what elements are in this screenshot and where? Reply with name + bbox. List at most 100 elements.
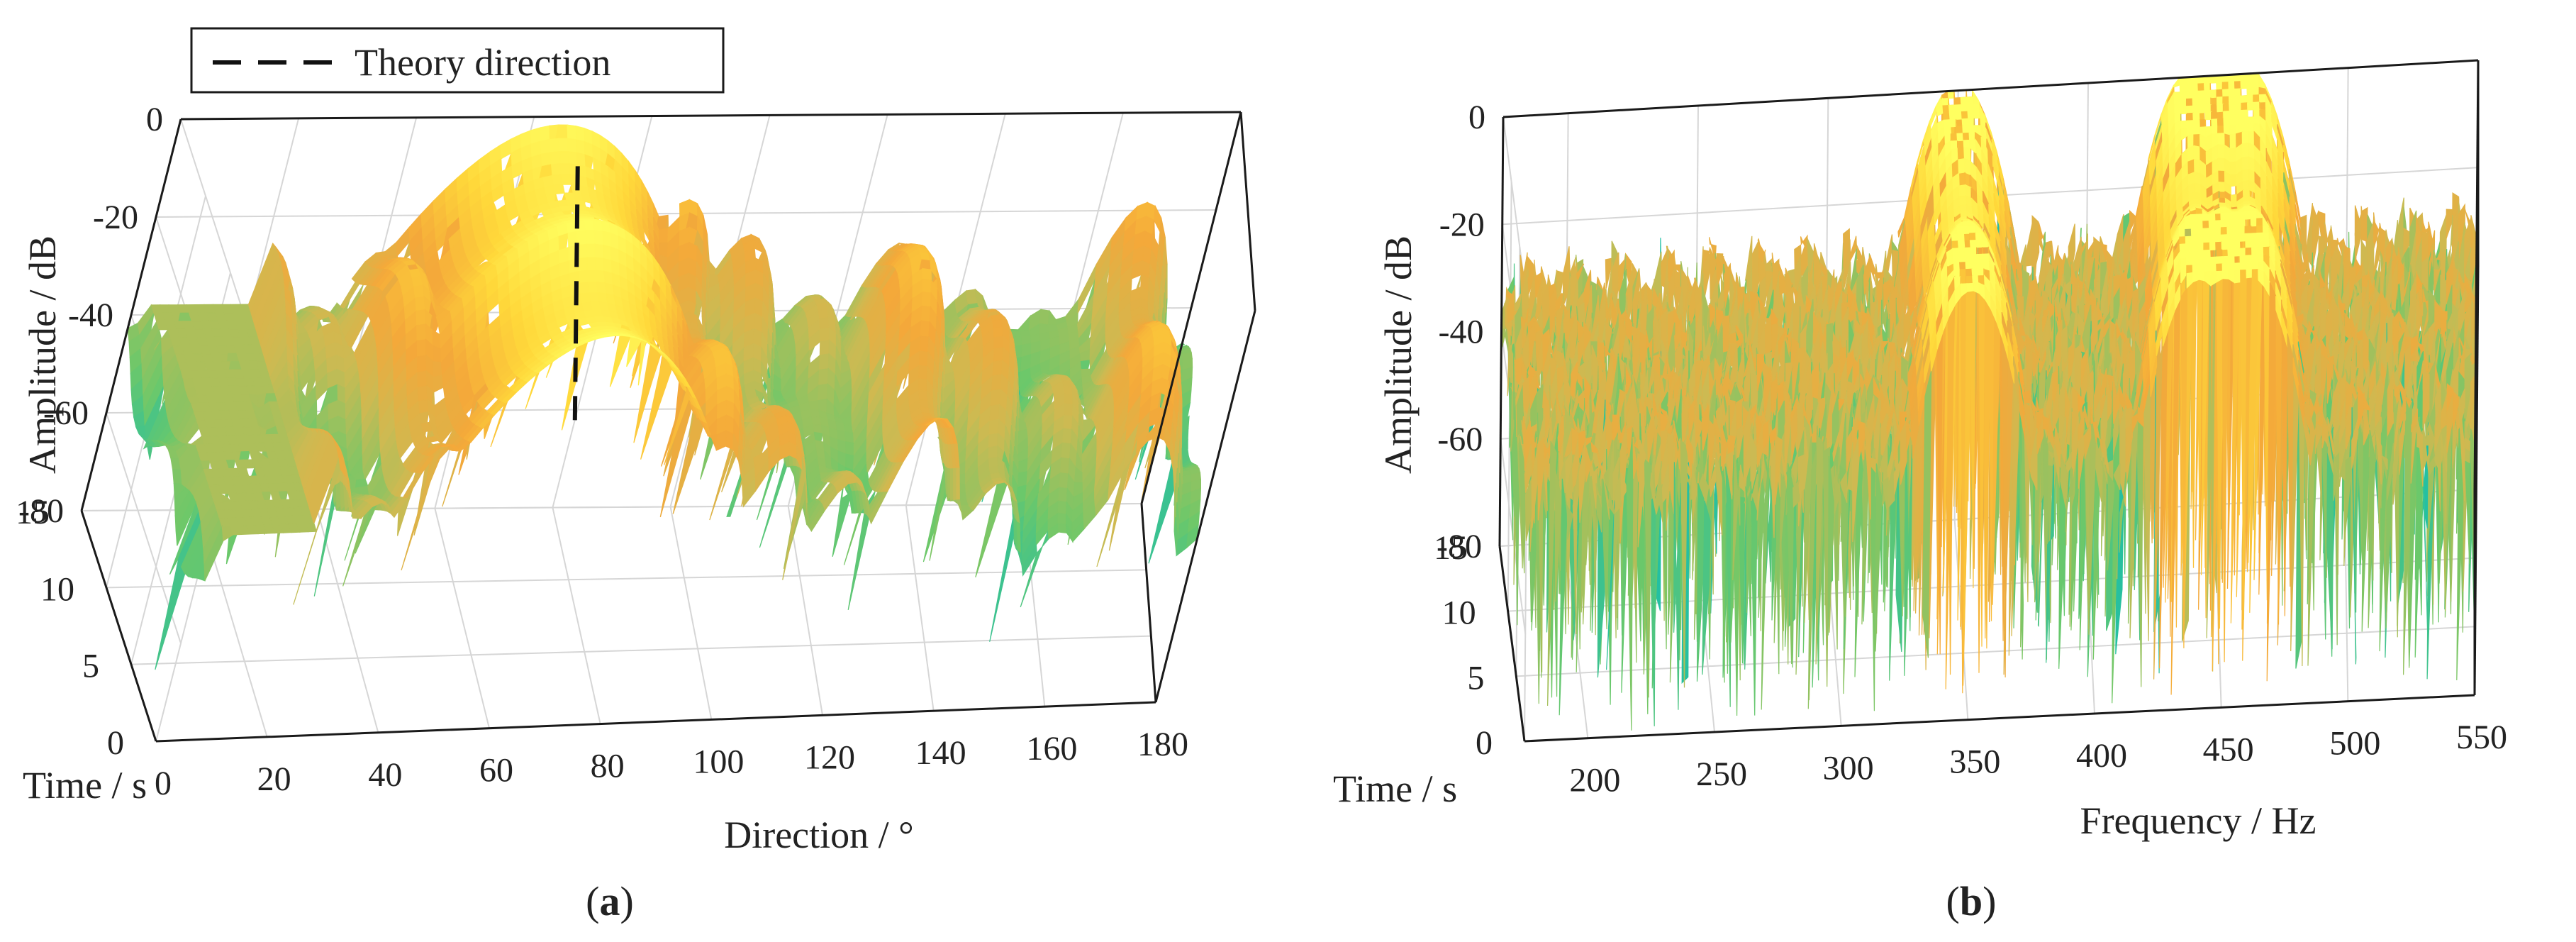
b-surface-patch	[2235, 117, 2243, 126]
a-surface-patch	[988, 433, 999, 448]
a-surface-patch	[416, 355, 428, 373]
b-surface-patch	[2211, 126, 2219, 135]
b-surface-patch	[2217, 104, 2224, 113]
b-surface-patch	[2229, 148, 2237, 163]
b-surface-patch	[2246, 80, 2254, 89]
legend-entry-theory-direction: Theory direction	[355, 41, 610, 84]
b-surface-patch	[2223, 110, 2231, 119]
b-surface-patch	[2258, 94, 2266, 103]
panel-b-surface	[1501, 72, 2478, 731]
a-surface-patch	[992, 360, 1003, 377]
panel-b-chart: 200 250 300 350 400 450 500 5500510150-20-40-60…	[1333, 59, 2507, 924]
b-surface-patch	[2223, 125, 2231, 135]
a-y-tick-label: 10	[40, 570, 74, 608]
b-surface-patch	[2234, 102, 2243, 111]
b-surface-patch	[1968, 125, 1976, 134]
a-surface-patch	[593, 230, 604, 246]
b-surface-patch	[2246, 101, 2255, 111]
a-surface-patch	[1058, 487, 1069, 503]
a-surface-patch	[1062, 428, 1073, 445]
a-surface-patch	[990, 389, 1001, 407]
a-surface-patch	[818, 353, 830, 371]
b-surface-patch	[2228, 88, 2236, 97]
a-surface-patch	[595, 270, 606, 284]
a-y-tick-label: 0	[107, 724, 124, 762]
a-surface-patch	[500, 138, 512, 160]
a-x-tick-label: 160	[1026, 730, 1077, 768]
b-surface-patch	[2360, 206, 2368, 243]
a-surface-patch	[540, 152, 552, 167]
a-surface-patch	[540, 125, 551, 142]
a-surface-patch	[575, 126, 586, 143]
a-surface-patch	[818, 383, 828, 401]
b-surface-patch	[1948, 111, 1957, 121]
a-surface-patch	[819, 317, 830, 330]
a-surface-patch	[567, 138, 578, 153]
panel-a-x-axis-label: Direction / °	[724, 814, 914, 856]
a-surface-patch	[558, 138, 569, 153]
panel-a-caption: (a)	[586, 878, 634, 924]
b-surface-patch	[2179, 84, 2187, 93]
b-surface-patch	[1973, 110, 1981, 119]
a-x-tick-label: 0	[155, 765, 172, 802]
a-surface-patch	[920, 305, 932, 323]
b-surface-patch	[2191, 83, 2199, 92]
a-x-tick-label: 140	[915, 734, 966, 772]
a-surface-patch	[594, 243, 604, 260]
b-surface-patch	[2193, 126, 2201, 135]
a-surface-patch	[1057, 500, 1067, 515]
a-x-tick-label: 80	[591, 748, 625, 785]
b-surface-patch	[1958, 158, 1966, 174]
a-surface-patch	[1063, 414, 1074, 431]
b-surface-patch	[2187, 127, 2195, 136]
a-surface-patch	[567, 124, 577, 140]
a-surface-patch	[658, 228, 669, 244]
a-surface-patch	[918, 365, 928, 381]
a-surface-patch	[920, 320, 930, 338]
a-surface-patch	[550, 163, 562, 177]
a-surface-patch	[991, 374, 1003, 392]
a-surface-patch	[818, 367, 829, 387]
a-surface-patch	[808, 400, 820, 411]
b-surface-patch	[1966, 104, 1975, 112]
b-surface-patch	[2180, 120, 2188, 129]
b-surface-patch	[2253, 101, 2260, 111]
a-surface-patch	[305, 523, 318, 533]
b-surface-patch	[2180, 106, 2188, 115]
panel-a-surface	[127, 124, 1202, 670]
b-surface-patch	[2211, 118, 2219, 128]
b-surface-patch	[2241, 109, 2248, 118]
b-surface-patch	[2240, 80, 2248, 89]
a-surface-patch	[553, 184, 565, 195]
a-surface-patch	[1017, 471, 1028, 488]
a-surface-patch	[559, 150, 570, 165]
a-z-tick-label: -80	[18, 492, 64, 530]
a-surface-patch	[1064, 403, 1074, 417]
a-surface-patch	[1061, 442, 1071, 460]
a-surface-patch	[919, 336, 930, 353]
b-surface-patch	[2222, 89, 2230, 98]
b-surface-patch	[1963, 139, 1971, 148]
panel-a-z-axis-label: Amplitude / dB	[21, 236, 64, 474]
b-surface-patch	[1967, 111, 1975, 119]
b-surface-patch	[1949, 118, 1957, 128]
panel-a-legend: Theory direction	[190, 27, 725, 94]
b-surface-patch	[1955, 111, 1963, 120]
b-surface-patch	[2204, 104, 2212, 113]
b-surface-patch	[1962, 125, 1970, 134]
b-surface-patch	[2192, 119, 2200, 128]
a-surface-patch	[540, 138, 552, 155]
a-surface-patch	[993, 336, 1004, 350]
b-surface-patch	[2247, 123, 2255, 133]
b-surface-patch	[2204, 89, 2212, 99]
b-surface-patch	[1944, 126, 1952, 135]
a-surface-patch	[1057, 512, 1067, 526]
b-surface-patch	[2229, 133, 2237, 150]
a-z-tick-label: -40	[68, 297, 113, 334]
a-surface-patch	[433, 361, 443, 378]
b-surface-patch	[2186, 105, 2194, 114]
a-surface-patch	[725, 430, 735, 450]
a-x-tick-label: 120	[804, 738, 855, 776]
b-surface-patch	[2253, 116, 2261, 126]
b-surface-patch	[2192, 105, 2200, 114]
